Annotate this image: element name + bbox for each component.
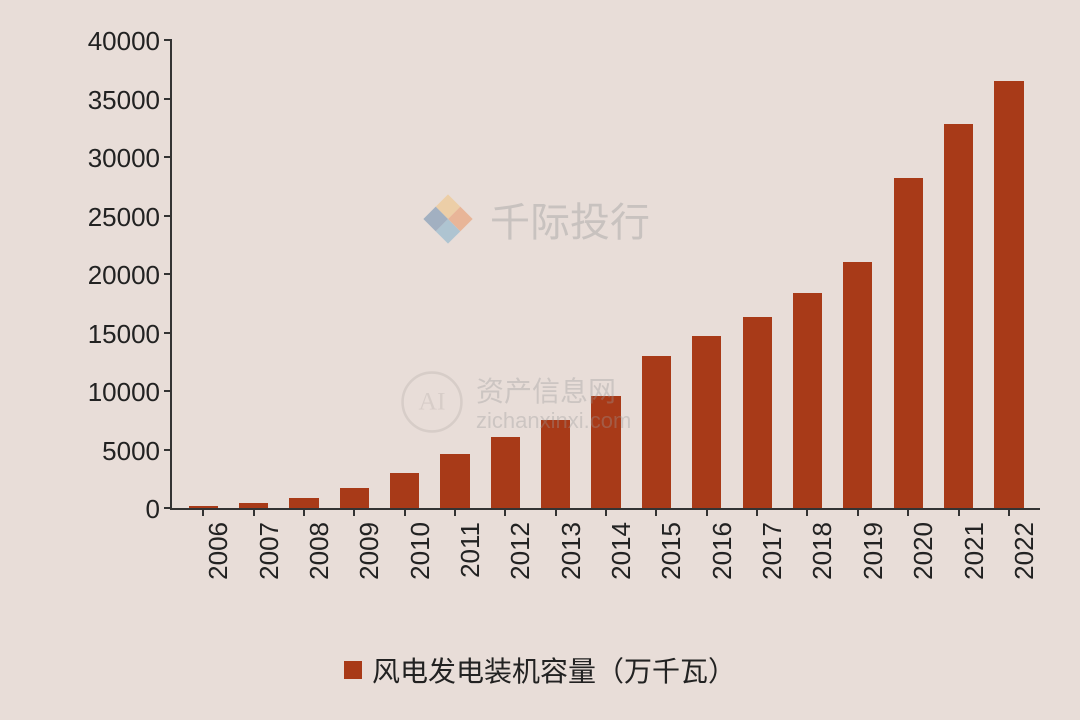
bar-slot: 2022 xyxy=(984,40,1034,508)
x-tick-mark xyxy=(202,508,204,516)
x-tick-mark xyxy=(958,508,960,516)
bar-slot: 2020 xyxy=(883,40,933,508)
x-tick-label: 2014 xyxy=(606,522,637,580)
y-tick-label: 0 xyxy=(146,494,172,525)
plot-area: 0500010000150002000025000300003500040000… xyxy=(170,40,1040,510)
y-tick-label: 5000 xyxy=(102,436,172,467)
x-tick-label: 2021 xyxy=(959,522,990,580)
bar xyxy=(390,473,419,508)
bar-slot: 2021 xyxy=(933,40,983,508)
bar xyxy=(440,454,469,508)
x-tick-mark xyxy=(1008,508,1010,516)
bar-slot: 2014 xyxy=(581,40,631,508)
x-tick-label: 2022 xyxy=(1009,522,1040,580)
y-tick-label: 25000 xyxy=(88,202,172,233)
x-tick-label: 2017 xyxy=(757,522,788,580)
x-tick-label: 2019 xyxy=(858,522,889,580)
bar-slot: 2018 xyxy=(782,40,832,508)
y-tick-label: 20000 xyxy=(88,260,172,291)
x-tick-label: 2016 xyxy=(707,522,738,580)
bar xyxy=(894,178,923,508)
x-tick-label: 2012 xyxy=(505,522,536,580)
x-tick-mark xyxy=(504,508,506,516)
x-tick-mark xyxy=(706,508,708,516)
x-tick-label: 2009 xyxy=(354,522,385,580)
bar-slot: 2017 xyxy=(732,40,782,508)
x-tick-label: 2018 xyxy=(807,522,838,580)
x-tick-label: 2010 xyxy=(405,522,436,580)
chart-canvas: 0 5000 10000 15000 20000 25000 30000 35000 40000… xyxy=(0,0,1080,720)
legend: 风电发电装机容量（万千瓦） xyxy=(0,650,1080,690)
y-tick-label: 35000 xyxy=(88,85,172,116)
x-tick-mark xyxy=(253,508,255,516)
x-tick-label: 2020 xyxy=(908,522,939,580)
bar xyxy=(743,317,772,508)
bar xyxy=(340,488,369,508)
bar-slot: 2015 xyxy=(631,40,681,508)
bar xyxy=(491,437,520,508)
x-tick-mark xyxy=(907,508,909,516)
legend-label: 风电发电装机容量（万千瓦） xyxy=(372,650,736,690)
bar-slot: 2016 xyxy=(682,40,732,508)
bar-slot: 2007 xyxy=(228,40,278,508)
bar xyxy=(843,262,872,508)
bar xyxy=(692,336,721,508)
bar xyxy=(642,356,671,508)
x-tick-label: 2006 xyxy=(203,522,234,580)
bar-slot: 2010 xyxy=(379,40,429,508)
bar-slot: 2006 xyxy=(178,40,228,508)
bar xyxy=(944,124,973,508)
x-tick-mark xyxy=(353,508,355,516)
x-tick-mark xyxy=(655,508,657,516)
bar xyxy=(793,293,822,508)
bar-slot: 2008 xyxy=(279,40,329,508)
x-tick-mark xyxy=(454,508,456,516)
x-tick-mark xyxy=(404,508,406,516)
x-tick-mark xyxy=(605,508,607,516)
bar-slot: 2019 xyxy=(833,40,883,508)
x-tick-label: 2007 xyxy=(254,522,285,580)
y-tick-label: 30000 xyxy=(88,143,172,174)
y-tick-label: 10000 xyxy=(88,377,172,408)
bar xyxy=(994,81,1023,508)
bar xyxy=(591,396,620,508)
x-tick-label: 2011 xyxy=(455,522,486,578)
bar xyxy=(541,420,570,508)
x-tick-label: 2008 xyxy=(304,522,335,580)
bar-slot: 2012 xyxy=(480,40,530,508)
x-tick-label: 2013 xyxy=(556,522,587,580)
x-tick-mark xyxy=(806,508,808,516)
legend-swatch xyxy=(344,661,362,679)
x-tick-mark xyxy=(555,508,557,516)
x-tick-label: 2015 xyxy=(656,522,687,580)
bars-container: 2006200720082009201020112012201320142015… xyxy=(172,40,1040,508)
bar-slot: 2009 xyxy=(329,40,379,508)
x-tick-mark xyxy=(756,508,758,516)
x-tick-mark xyxy=(303,508,305,516)
bar-slot: 2011 xyxy=(430,40,480,508)
y-tick-label: 40000 xyxy=(88,26,172,57)
x-tick-mark xyxy=(857,508,859,516)
bar xyxy=(289,498,318,508)
bar-slot: 2013 xyxy=(531,40,581,508)
y-tick-label: 15000 xyxy=(88,319,172,350)
